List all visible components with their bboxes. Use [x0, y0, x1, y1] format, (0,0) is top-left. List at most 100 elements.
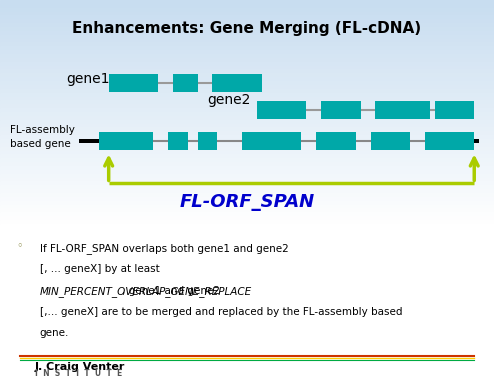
Bar	[0, 235, 494, 239]
Bar	[0, 12, 494, 15]
Text: [, ... geneX] by at least: [, ... geneX] by at least	[40, 264, 160, 274]
Bar	[0, 197, 494, 201]
Text: If FL-ORF_SPAN overlaps both gene1 and gene2: If FL-ORF_SPAN overlaps both gene1 and g…	[40, 243, 288, 254]
Bar	[0, 344, 494, 347]
Bar	[0, 305, 494, 309]
Text: gene2: gene2	[208, 93, 251, 107]
Bar	[0, 220, 494, 224]
Bar	[0, 8, 494, 12]
Bar	[0, 382, 494, 386]
Bar	[0, 0, 494, 4]
Bar	[0, 216, 494, 220]
Bar	[0, 73, 494, 77]
Bar	[0, 297, 494, 301]
Text: J. Craig Venter: J. Craig Venter	[34, 362, 125, 372]
Text: MIN_PERCENT_OVERLAP_GENE_REPLACE: MIN_PERCENT_OVERLAP_GENE_REPLACE	[40, 286, 252, 296]
Bar	[0, 262, 494, 266]
Bar	[0, 232, 494, 235]
Bar	[0, 112, 494, 116]
Bar	[0, 108, 494, 112]
Bar	[0, 313, 494, 317]
Bar	[0, 131, 494, 135]
Bar	[0, 347, 494, 351]
Bar	[0, 301, 494, 305]
Bar	[0, 201, 494, 205]
Bar	[0, 31, 494, 35]
Bar	[0, 19, 494, 23]
Bar	[0, 170, 494, 174]
Bar	[0, 255, 494, 259]
Bar	[242, 132, 302, 149]
Bar	[168, 132, 188, 149]
Bar	[0, 259, 494, 262]
Bar	[0, 154, 494, 158]
Bar	[0, 212, 494, 216]
Bar	[0, 378, 494, 382]
Bar	[0, 185, 494, 189]
Bar	[0, 290, 494, 293]
Bar	[0, 62, 494, 66]
Bar	[316, 132, 356, 149]
Bar	[99, 132, 153, 149]
Bar	[0, 50, 494, 54]
Bar	[0, 178, 494, 181]
Bar	[0, 286, 494, 290]
Text: I  N  S  T  I  T  U  T  E: I N S T I T U T E	[34, 369, 122, 378]
Bar	[0, 367, 494, 371]
Bar	[0, 124, 494, 127]
Bar	[173, 74, 198, 91]
Bar	[0, 224, 494, 228]
Bar	[0, 266, 494, 270]
Bar	[0, 54, 494, 58]
Bar	[0, 66, 494, 69]
Text: , gene1 and gene2: , gene1 and gene2	[122, 286, 220, 296]
Bar	[0, 317, 494, 320]
Bar	[0, 278, 494, 282]
Bar	[0, 336, 494, 340]
Bar	[0, 23, 494, 27]
Bar	[0, 251, 494, 255]
Bar	[0, 351, 494, 355]
Bar	[0, 247, 494, 251]
Text: [,... geneX] are to be merged and replaced by the FL-assembly based: [,... geneX] are to be merged and replac…	[40, 307, 402, 317]
Bar	[0, 363, 494, 367]
Bar	[0, 116, 494, 120]
Bar	[0, 15, 494, 19]
Bar	[0, 151, 494, 154]
Bar	[0, 58, 494, 62]
Bar	[0, 324, 494, 328]
Bar	[0, 81, 494, 85]
Bar	[0, 328, 494, 332]
Bar	[0, 35, 494, 39]
Bar	[0, 139, 494, 143]
Bar	[0, 320, 494, 324]
Bar	[0, 27, 494, 31]
Text: ◦: ◦	[16, 241, 23, 251]
Text: FL-ORF_SPAN: FL-ORF_SPAN	[180, 193, 314, 211]
Bar	[257, 101, 306, 119]
Bar	[0, 120, 494, 124]
Bar	[0, 158, 494, 162]
Bar	[425, 132, 474, 149]
Bar	[0, 208, 494, 212]
Bar	[0, 239, 494, 243]
Bar	[460, 139, 479, 143]
Bar	[0, 89, 494, 93]
Bar	[0, 77, 494, 81]
Bar	[0, 147, 494, 151]
Bar	[0, 143, 494, 147]
Bar	[0, 93, 494, 96]
Bar	[0, 340, 494, 344]
Bar	[0, 371, 494, 374]
Bar	[370, 132, 410, 149]
Bar	[0, 100, 494, 104]
Bar	[0, 359, 494, 363]
Bar	[108, 74, 158, 91]
Bar	[0, 309, 494, 313]
Bar	[0, 189, 494, 193]
Bar	[79, 139, 99, 143]
Bar	[0, 243, 494, 247]
Bar	[0, 85, 494, 89]
Bar	[0, 282, 494, 286]
Bar	[434, 101, 474, 119]
